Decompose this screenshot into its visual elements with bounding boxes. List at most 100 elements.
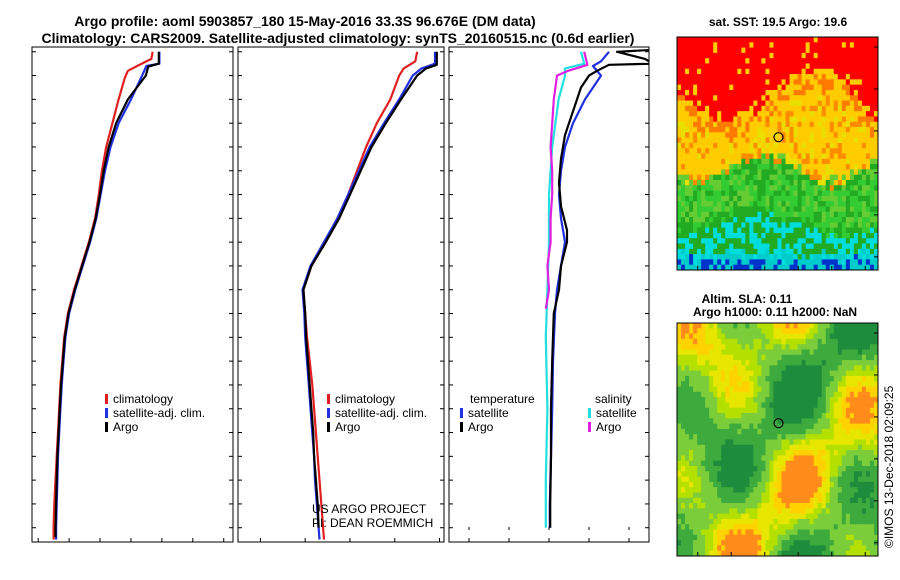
map-cell bbox=[725, 243, 730, 250]
map-cell bbox=[841, 434, 847, 440]
map-cell bbox=[705, 508, 710, 515]
map-cell bbox=[769, 111, 774, 117]
map-cell bbox=[677, 323, 682, 329]
map-cell bbox=[861, 333, 867, 340]
map-cell bbox=[757, 370, 762, 377]
map-cell bbox=[809, 529, 815, 536]
map-cell bbox=[841, 127, 847, 133]
map-cell bbox=[813, 465, 819, 472]
map-cell bbox=[781, 381, 786, 387]
map-cell bbox=[845, 68, 851, 75]
map-cell bbox=[813, 365, 819, 372]
map-cell bbox=[773, 179, 778, 186]
map-cell bbox=[697, 100, 702, 107]
map-cell bbox=[757, 481, 762, 488]
map-cell bbox=[749, 428, 754, 435]
map-cell bbox=[709, 455, 714, 462]
map-cell bbox=[701, 333, 706, 340]
map-cell bbox=[861, 354, 867, 361]
map-cell bbox=[753, 84, 758, 91]
map-cell bbox=[713, 529, 718, 536]
map-cell bbox=[753, 333, 758, 340]
map-cell bbox=[761, 439, 766, 446]
map-cell bbox=[873, 116, 879, 123]
map-cell bbox=[701, 407, 706, 414]
map-cell bbox=[861, 434, 867, 440]
map-cell bbox=[821, 540, 827, 546]
map-cell bbox=[805, 100, 811, 107]
map-cell bbox=[841, 74, 847, 80]
map-cell bbox=[681, 450, 686, 456]
map-cell bbox=[701, 391, 706, 398]
map-cell bbox=[825, 540, 831, 546]
map-cell bbox=[785, 413, 790, 419]
map-frame bbox=[676, 322, 879, 557]
map-cell bbox=[761, 492, 766, 499]
map-cell bbox=[801, 450, 807, 456]
map-cell bbox=[721, 360, 726, 366]
map-cell bbox=[837, 201, 843, 207]
map-cell bbox=[769, 95, 774, 101]
map-cell bbox=[697, 323, 702, 329]
map-cell bbox=[773, 481, 778, 488]
map-cell bbox=[677, 137, 682, 144]
map-cell bbox=[793, 492, 798, 499]
map-cell bbox=[797, 95, 803, 101]
map-cell bbox=[757, 344, 762, 350]
map-cell bbox=[765, 338, 770, 345]
map-cell bbox=[681, 68, 686, 75]
map-cell bbox=[849, 100, 855, 107]
map-cell bbox=[677, 264, 682, 271]
map-cell bbox=[729, 460, 734, 467]
map-cell bbox=[713, 370, 718, 377]
map-cell bbox=[721, 386, 726, 393]
map-cell bbox=[733, 418, 738, 425]
map-cell bbox=[741, 333, 746, 340]
map-cell bbox=[729, 333, 734, 340]
map-cell bbox=[873, 370, 879, 377]
map-cell bbox=[753, 349, 758, 356]
map-cell bbox=[809, 137, 815, 144]
map-cell bbox=[729, 217, 734, 223]
map-cell bbox=[677, 492, 682, 499]
map-cell bbox=[837, 497, 843, 504]
map-cell bbox=[865, 518, 871, 525]
map-cell bbox=[793, 243, 798, 250]
map-cell bbox=[853, 127, 859, 133]
map-cell bbox=[869, 105, 875, 112]
map-cell bbox=[689, 74, 694, 80]
map-cell bbox=[693, 169, 698, 176]
map-cell bbox=[821, 52, 827, 59]
map-cell bbox=[829, 153, 835, 160]
map-cell bbox=[713, 132, 718, 139]
map-cell bbox=[729, 529, 734, 536]
map-cell bbox=[857, 238, 863, 244]
map-cell bbox=[785, 508, 790, 515]
map-cell bbox=[721, 63, 726, 70]
map-cell bbox=[677, 354, 682, 361]
map-cell bbox=[829, 338, 835, 345]
map-cell bbox=[749, 164, 754, 170]
map-cell bbox=[841, 52, 847, 59]
map-cell bbox=[801, 333, 807, 340]
map-cell bbox=[809, 418, 815, 425]
map-cell bbox=[801, 142, 807, 149]
legend-climatology-label: climatology bbox=[113, 392, 173, 406]
map-cell bbox=[757, 323, 762, 329]
map-cell bbox=[833, 338, 839, 345]
map-cell bbox=[701, 513, 706, 520]
map-cell bbox=[869, 349, 875, 356]
map-cell bbox=[825, 259, 831, 266]
map-cell bbox=[841, 476, 847, 483]
map-cell bbox=[873, 222, 879, 229]
map-cell bbox=[829, 513, 835, 520]
map-cell bbox=[681, 201, 686, 207]
map-cell bbox=[829, 190, 835, 197]
map-cell bbox=[793, 63, 798, 70]
map-cell bbox=[697, 354, 702, 361]
map-cell bbox=[725, 503, 730, 509]
map-cell bbox=[825, 503, 831, 509]
map-cell bbox=[793, 105, 798, 112]
map-cell bbox=[705, 333, 710, 340]
map-cell bbox=[817, 47, 823, 54]
